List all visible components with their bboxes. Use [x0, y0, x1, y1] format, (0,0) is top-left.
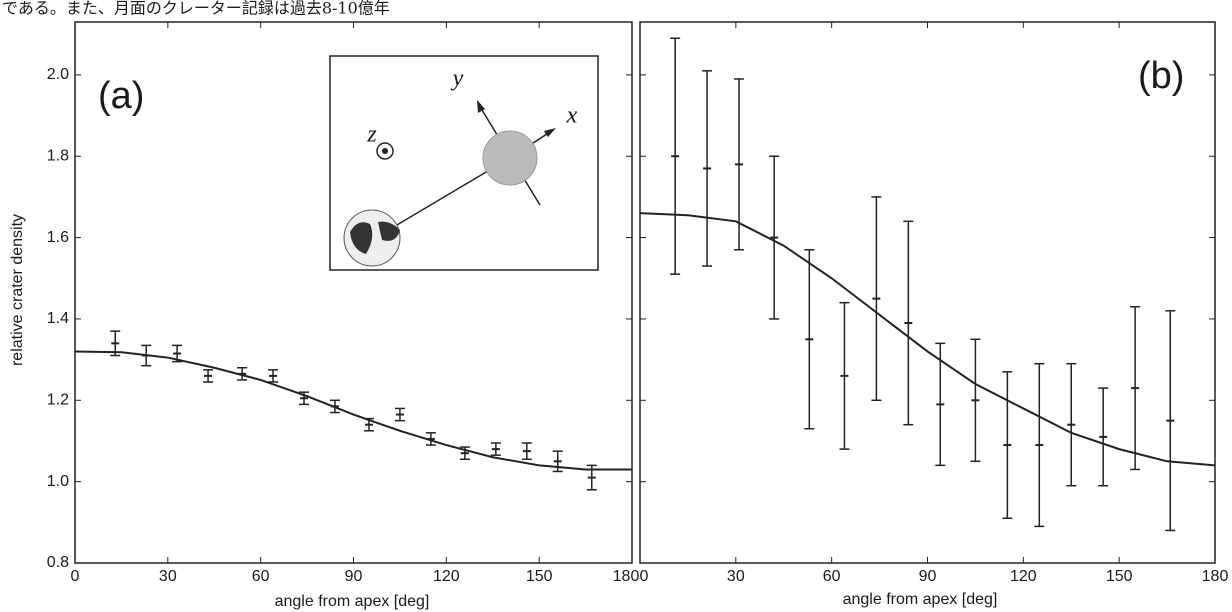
y-tick-label: 1.8: [47, 147, 69, 164]
x-tick-label: 90: [345, 568, 363, 585]
x-tick-label: 150: [1106, 568, 1133, 585]
z-symbol-dot: [382, 148, 388, 154]
plot-frame: [639, 21, 1216, 564]
inset-label: z: [366, 122, 377, 148]
panel-label: (b): [1138, 55, 1184, 97]
panel-label: (a): [98, 75, 144, 117]
header-text: である。また、月面のクレーター記録は過去8-10億年: [2, 0, 390, 18]
earth-land: [350, 221, 400, 254]
fit-curve: [74, 350, 632, 471]
x-tick-label: 30: [159, 568, 177, 585]
y-tick-label: 2.0: [47, 66, 69, 83]
x-tick-label: 0: [71, 568, 80, 585]
x-tick-label: 180: [1202, 568, 1229, 585]
y-tick-label: 1.6: [47, 229, 69, 246]
x-tick-label: 90: [919, 568, 937, 585]
x-tick-label: 120: [1010, 568, 1037, 585]
inset-label: x: [566, 103, 578, 129]
x-axis-label: angle from apex [deg]: [843, 591, 998, 608]
x-tick-label: 60: [823, 568, 841, 585]
y-axis-label: relative crater density: [9, 214, 26, 366]
moon: [482, 130, 538, 186]
x-tick-label: 0: [640, 568, 649, 585]
y-tick-label: 1.0: [47, 473, 69, 490]
x-tick-label: 60: [252, 568, 270, 585]
x-tick-label: 30: [727, 568, 745, 585]
x-tick-label: 120: [433, 568, 460, 585]
x-tick-label: 150: [526, 568, 553, 585]
y-tick-label: 0.8: [47, 554, 69, 571]
fit-curve: [639, 212, 1216, 467]
inset-diagram: [329, 55, 599, 271]
x-tick-label: 180: [613, 568, 640, 585]
inset-label: y: [451, 66, 464, 92]
y-tick-label: 1.4: [47, 310, 69, 327]
x-axis-label: angle from apex [deg]: [275, 593, 430, 610]
inset-arrow: [544, 128, 556, 137]
z-symbol: [376, 142, 394, 160]
inset-arrow: [477, 100, 485, 113]
y-tick-label: 1.2: [47, 392, 69, 409]
